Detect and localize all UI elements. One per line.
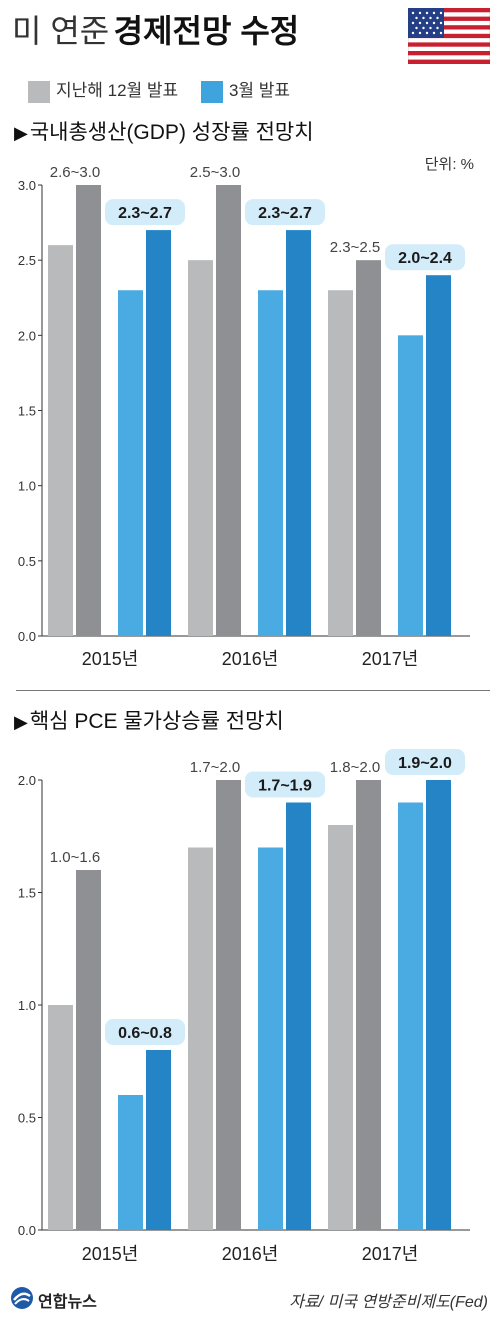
- legend-item-march: 3월 발표: [200, 76, 291, 103]
- bar-march-low: [118, 1095, 143, 1230]
- y-tick-label: 2.5: [18, 253, 36, 268]
- category-label: 2015년: [82, 649, 139, 669]
- us-flag-icon: [408, 8, 490, 64]
- bar-march-high: [286, 230, 311, 636]
- bar-december-low: [188, 260, 213, 636]
- y-tick-label: 0.0: [18, 1223, 36, 1238]
- bar-december-low: [328, 290, 353, 636]
- gdp-title-text: 국내총생산(GDP) 성장률 전망치: [29, 121, 314, 144]
- legend-swatch-december: [28, 80, 50, 103]
- bar-december-low: [48, 1005, 73, 1230]
- march-range-label: 2.0~2.4: [398, 250, 452, 267]
- bar-december-high: [76, 185, 101, 636]
- bar-december-high: [76, 870, 101, 1230]
- march-range-label: 1.7~1.9: [258, 778, 312, 795]
- gdp-section-title: ▶국내총생산(GDP) 성장률 전망치: [14, 116, 314, 146]
- march-range-label: 2.3~2.7: [118, 205, 172, 222]
- y-tick-label: 1.0: [18, 998, 36, 1013]
- y-tick-label: 0.5: [18, 554, 36, 569]
- march-label-box: [245, 199, 325, 226]
- bar-march-low: [398, 335, 423, 636]
- march-range-label: 0.6~0.8: [118, 1025, 172, 1042]
- pce-chart: 0.0 0.5 1.0 1.5 2.0 1.0~1.6 0.6~0.8 2015년 1.7~2.…: [18, 749, 470, 1264]
- triangle-icon: ▶: [14, 123, 28, 143]
- december-range-label: 1.0~1.6: [50, 849, 100, 866]
- bar-december-low: [188, 847, 213, 1230]
- bar-march-low: [258, 847, 283, 1230]
- bar-march-high: [286, 802, 311, 1230]
- december-range-label: 2.5~3.0: [190, 164, 240, 181]
- march-label-box: [385, 749, 465, 775]
- bar-march-low: [118, 290, 143, 636]
- yonhap-logo-icon: [11, 1287, 33, 1309]
- bar-december-low: [328, 825, 353, 1230]
- march-range-label: 2.3~2.7: [258, 205, 312, 222]
- legend: 지난해 12월 발표 3월 발표: [28, 76, 308, 103]
- march-label-box: [105, 199, 185, 226]
- december-range-label: 2.6~3.0: [50, 164, 100, 181]
- source-note: 자료/ 미국 연방준비제도(Fed): [289, 1294, 488, 1311]
- logo-text: 연합뉴스: [38, 1294, 97, 1311]
- march-label-box: [385, 244, 465, 271]
- y-tick-label: 2.0: [18, 773, 36, 788]
- title-prefix: 미 연준: [12, 13, 110, 49]
- y-tick-label: 2.0: [18, 328, 36, 343]
- bar-december-high: [216, 780, 241, 1230]
- y-tick-label: 1.5: [18, 404, 36, 419]
- march-label-box: [245, 771, 325, 798]
- category-label: 2015년: [82, 1244, 139, 1264]
- pce-section-title: ▶핵심 PCE 물가상승률 전망치: [14, 705, 284, 735]
- y-tick-label: 1.0: [18, 479, 36, 494]
- bar-march-high: [426, 275, 451, 636]
- page-title: 미 연준 경제전망 수정: [12, 6, 299, 56]
- y-tick-label: 0.0: [18, 629, 36, 644]
- bar-march-high: [146, 1050, 171, 1230]
- legend-swatch-march: [200, 80, 223, 103]
- december-range-label: 2.3~2.5: [330, 239, 380, 256]
- y-tick-label: 1.5: [18, 886, 36, 901]
- y-tick-label: 0.5: [18, 1111, 36, 1126]
- title-main: 경제전망 수정: [113, 13, 300, 49]
- unit-label: 단위: %: [424, 156, 474, 173]
- category-label: 2016년: [222, 1244, 279, 1264]
- yonhap-logo: 연합뉴스: [10, 1286, 97, 1312]
- y-tick-label: 3.0: [18, 178, 36, 193]
- pce-title-text: 핵심 PCE 물가상승률 전망치: [29, 710, 284, 733]
- section-divider: [16, 690, 490, 691]
- bar-march-low: [258, 290, 283, 636]
- legend-item-december: 지난해 12월 발표: [28, 76, 178, 103]
- march-label-box: [105, 1019, 185, 1045]
- gdp-chart: 0.0 0.5 1.0 1.5 2.0 2.5 3.0 2.6~3.0 2.3~2.7 2015년…: [18, 164, 470, 669]
- bar-march-high: [426, 780, 451, 1230]
- bar-december-low: [48, 245, 73, 636]
- december-range-label: 1.8~2.0: [330, 759, 380, 776]
- march-range-label: 1.9~2.0: [398, 755, 452, 772]
- bar-december-high: [356, 780, 381, 1230]
- category-label: 2017년: [362, 649, 419, 669]
- legend-label-december: 지난해 12월 발표: [56, 81, 179, 100]
- bar-december-high: [356, 260, 381, 636]
- bar-march-low: [398, 802, 423, 1230]
- triangle-icon: ▶: [14, 712, 28, 732]
- bar-december-high: [216, 185, 241, 636]
- december-range-label: 1.7~2.0: [190, 759, 240, 776]
- legend-label-march: 3월 발표: [228, 81, 291, 100]
- category-label: 2016년: [222, 649, 279, 669]
- category-label: 2017년: [362, 1244, 419, 1264]
- bar-march-high: [146, 230, 171, 636]
